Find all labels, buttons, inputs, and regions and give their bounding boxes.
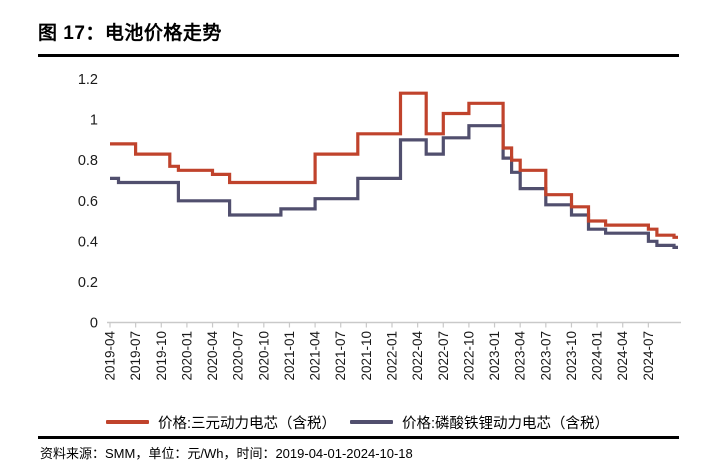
legend-label-ternary: 价格:三元动力电芯（含税）	[157, 415, 336, 432]
x-tick-label: 2022-07	[436, 331, 451, 381]
y-tick-label: 0.2	[78, 275, 98, 291]
series-line-ternary	[110, 91, 678, 239]
x-tick-label: 2021-01	[282, 331, 297, 381]
figure-title: 图 17：电池价格走势	[38, 23, 222, 44]
y-tick-label: 0.6	[78, 194, 98, 210]
y-tick-label: 0.8	[78, 153, 98, 169]
x-tick-label: 2023-07	[538, 331, 553, 381]
x-tick-label: 2020-01	[179, 331, 194, 381]
x-tick-label: 2020-04	[205, 331, 220, 381]
x-tick-label: 2021-10	[359, 331, 374, 381]
legend-item-lfp-cell: 价格:磷酸铁锂动力电芯（含税）	[350, 412, 609, 433]
y-tick-label: 0.4	[78, 234, 98, 250]
x-tick-label: 2024-01	[590, 331, 605, 381]
y-tick-label: 1	[90, 113, 98, 129]
x-tick-label: 2019-10	[154, 331, 169, 381]
x-tick-label: 2021-04	[308, 331, 323, 381]
x-tick-label: 2022-01	[385, 331, 400, 381]
bottom-divider	[38, 436, 679, 439]
x-tick-label: 2023-10	[564, 331, 579, 381]
x-tick-label: 2020-07	[231, 331, 246, 381]
x-tick-label: 2023-01	[487, 331, 502, 381]
x-tick-label: 2019-04	[103, 331, 118, 381]
x-tick-label: 2022-10	[461, 331, 476, 381]
x-tick-label: 2023-04	[513, 331, 528, 381]
series-line-lfp	[110, 124, 678, 249]
x-tick-label: 2021-07	[333, 331, 348, 381]
x-tick-label: 2019-07	[128, 331, 143, 381]
legend-line-ternary	[105, 420, 149, 424]
title-divider	[38, 54, 679, 57]
x-tick-label: 2022-04	[410, 331, 425, 381]
legend-line-lfp	[350, 420, 393, 424]
legend-label-lfp: 价格:磷酸铁锂动力电芯（含税）	[402, 415, 610, 432]
x-tick-label: 2024-07	[641, 331, 656, 381]
y-tick-label: 0	[90, 316, 98, 332]
x-tick-label: 2024-04	[615, 331, 630, 381]
source-note: 资料来源：SMM，单位：元/Wh，时间：2019-04-01-2024-10-1…	[40, 446, 413, 461]
legend-item-ternary-cell: 价格:三元动力电芯（含税）	[105, 412, 336, 433]
x-tick-label: 2020-10	[256, 331, 271, 381]
chart-legend: 价格:三元动力电芯（含税） 价格:磷酸铁锂动力电芯（含税）	[0, 408, 715, 436]
y-tick-label: 1.2	[78, 72, 98, 88]
